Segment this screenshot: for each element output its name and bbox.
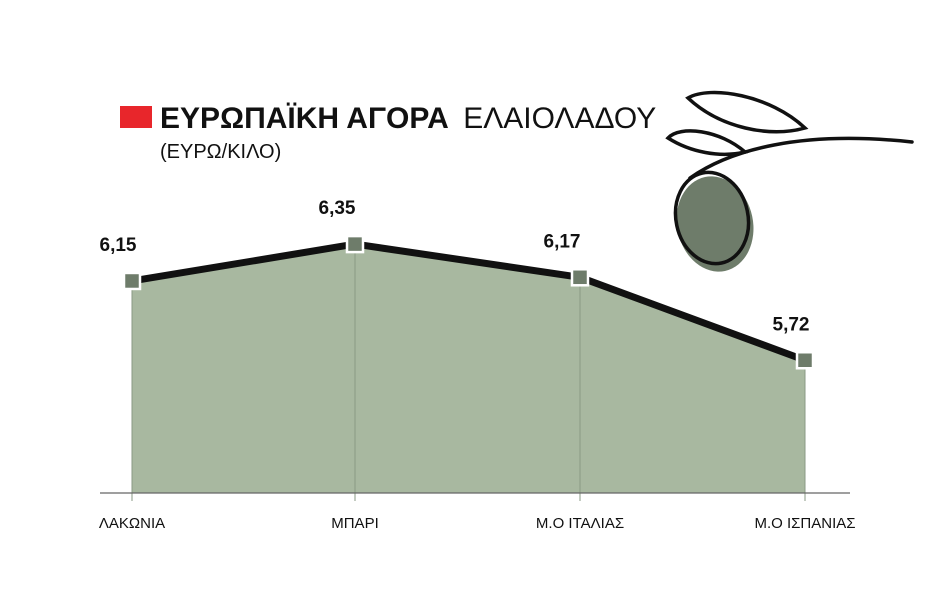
- data-label-2: 6,17: [544, 231, 581, 252]
- data-point-1: [345, 234, 365, 254]
- x-tick-label-0: ΛΑΚΩΝΙΑ: [99, 515, 165, 532]
- marker-group: [122, 234, 815, 370]
- chart-title-light: ΕΛΑΙΟΛΑΔΟΥ: [463, 102, 656, 135]
- title-marker: [120, 106, 152, 128]
- x-axis: ΛΑΚΩΝΙΑ ΜΠΑΡΙ Μ.Ο ΙΤΑΛΙΑΣ Μ.Ο ΙΣΠΑΝΙΑΣ: [99, 492, 856, 532]
- chart-unit-label: (ΕΥΡΩ/ΚΙΛΟ): [160, 141, 281, 163]
- x-tick-label-1: ΜΠΑΡΙ: [331, 515, 379, 532]
- x-tick-label-3: Μ.Ο ΙΣΠΑΝΙΑΣ: [754, 515, 855, 532]
- area-fill: [132, 244, 805, 493]
- chart-title-bold: ΕΥΡΩΠΑΪΚΗ ΑΓΟΡΑ: [160, 102, 449, 135]
- data-label-1: 6,35: [319, 198, 356, 219]
- label-group: 6,15 6,35 6,17 5,72: [100, 198, 810, 335]
- data-label-3: 5,72: [773, 314, 810, 335]
- line-group: [128, 240, 809, 364]
- data-point-3: [795, 351, 815, 370]
- data-point-2: [570, 268, 590, 287]
- series-line: [128, 240, 809, 364]
- area-group: [132, 244, 805, 493]
- data-point-0: [122, 271, 142, 291]
- svg-text:ΕΥΡΩΠΑΪΚΗ ΑΓΟΡΑ ΕΛΑΙΟΛΑΔ: ΕΥΡΩΠΑΪΚΗ ΑΓΟΡΑ ΕΛΑΙΟΛΑΔΟΥ: [160, 102, 656, 135]
- olive-branch-icon: [665, 90, 914, 272]
- chart-header: ΕΥΡΩΠΑΪΚΗ ΑΓΟΡΑ ΕΛΑΙΟΛΑΔΟΥ (ΕΥΡΩ/ΚΙΛΟ): [120, 102, 656, 163]
- data-label-0: 6,15: [100, 235, 137, 256]
- guide-group: [131, 244, 806, 501]
- x-tick-label-2: Μ.Ο ΙΤΑΛΙΑΣ: [536, 515, 624, 532]
